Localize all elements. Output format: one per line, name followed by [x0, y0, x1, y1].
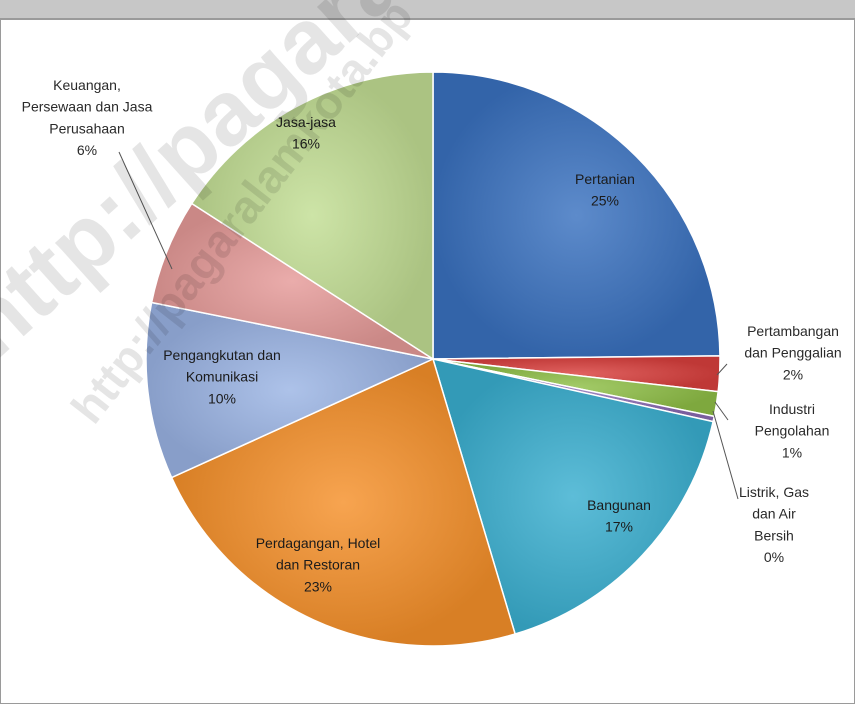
pie-slice-8	[190, 71, 434, 361]
leader-line-7	[118, 151, 173, 270]
slice-label-3: Listrik, Gas dan Air Bersih 0%	[739, 484, 809, 565]
leader-line-3	[712, 410, 739, 500]
top-bar	[0, 0, 855, 20]
slice-label-8: Jasa-jasa 16%	[276, 114, 336, 152]
leader-line-1	[716, 363, 728, 376]
slice-label-4: Bangunan 17%	[587, 497, 651, 535]
leader-line-2	[714, 401, 729, 421]
pie-chart: Pertanian 25% Pertambangan dan Penggalian 2%…	[22, 71, 842, 647]
slice-label-5: Perdagangan, Hotel dan Restoran 23%	[256, 535, 381, 594]
slice-label-0: Pertanian 25%	[575, 171, 635, 209]
pie-slice-4	[431, 357, 714, 635]
slice-label-6: Pengangkutan dan Komunikasi 10%	[163, 347, 281, 406]
slice-label-2: Industri Pengolahan 1%	[755, 401, 830, 460]
pie-slice-0	[432, 71, 721, 360]
slice-label-7: Keuangan, Persewaan dan Jasa Perusahaan 6%	[22, 77, 153, 158]
pie-slice-5	[170, 357, 517, 647]
pie-slice-6	[145, 301, 436, 479]
slice-label-1: Pertambangan dan Penggalian 2%	[744, 323, 841, 382]
chart-frame: Pertanian 25% Pertambangan dan Penggalian 2%…	[0, 20, 855, 704]
